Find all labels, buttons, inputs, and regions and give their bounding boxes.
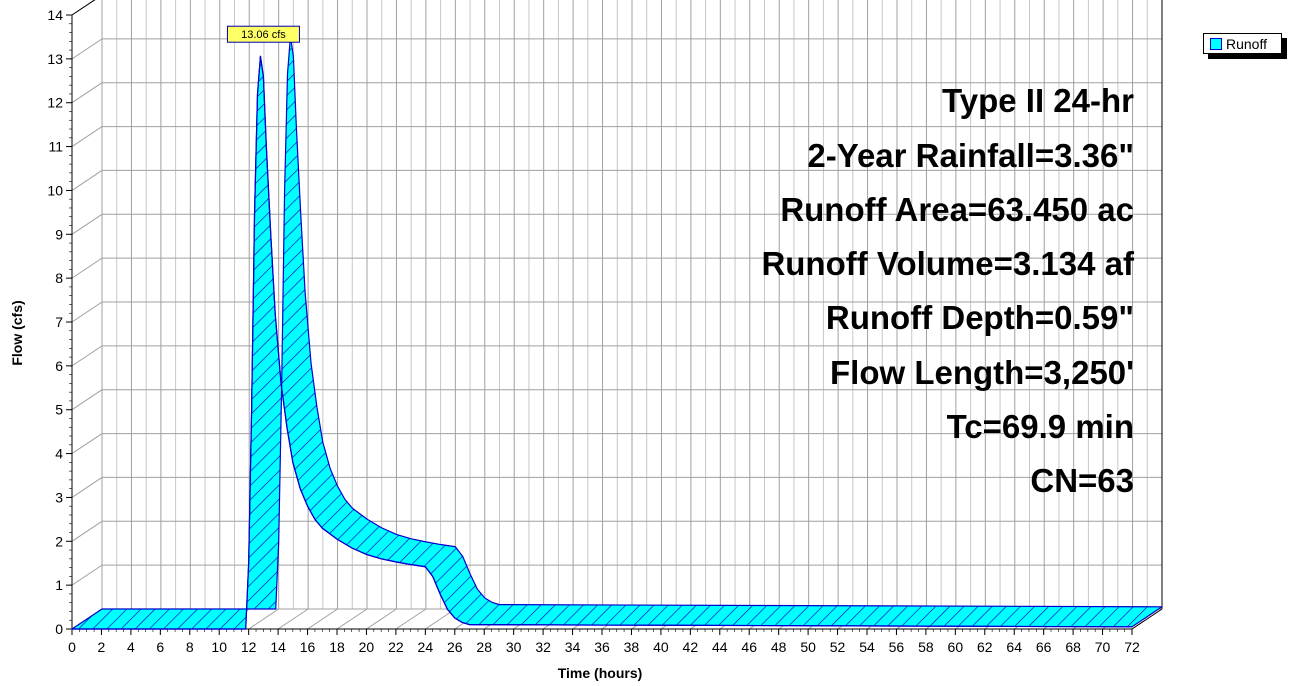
info-line: Runoff Area=63.450 ac — [780, 191, 1134, 228]
info-line: CN=63 — [1030, 462, 1134, 499]
x-tick-label: 56 — [889, 639, 905, 655]
x-tick-label: 10 — [211, 639, 227, 655]
info-line: Tc=69.9 min — [947, 408, 1134, 445]
floor-gridline — [336, 608, 368, 630]
side-gridline — [71, 257, 103, 279]
x-tick-label: 28 — [476, 639, 492, 655]
y-tick-label: 10 — [47, 182, 63, 198]
y-tick-label: 5 — [55, 402, 63, 418]
floor-gridline — [248, 608, 279, 630]
y-tick-label: 14 — [47, 7, 63, 23]
peak-annotation-box — [226, 25, 300, 43]
x-tick-label: 54 — [859, 639, 875, 655]
legend-box: Runoff — [1203, 33, 1282, 54]
y-tick-label: 9 — [55, 226, 63, 242]
side-gridline — [71, 82, 103, 104]
side-gridline — [71, 477, 103, 498]
side-gridline — [71, 345, 103, 367]
legend-label-runoff: Runoff — [1226, 35, 1267, 52]
side-gridline — [71, 213, 103, 235]
x-tick-label: 14 — [270, 639, 286, 655]
top-depth-line — [71, 0, 96, 16]
side-gridline — [71, 301, 103, 323]
floor-right-line — [1131, 608, 1163, 630]
y-tick-label: 6 — [55, 358, 63, 374]
legend-swatch-runoff — [1210, 37, 1222, 50]
axes — [66, 0, 1163, 635]
x-tick-label: 32 — [535, 639, 551, 655]
x-tick-label: 6 — [156, 639, 164, 655]
x-tick-label: 18 — [329, 639, 345, 655]
x-tick-label: 58 — [918, 639, 934, 655]
y-tick-label: 7 — [55, 314, 63, 330]
x-tick-label: 38 — [624, 639, 640, 655]
x-tick-label: 22 — [388, 639, 404, 655]
runoff-info-block: Type II 24-hr 2-Year Rainfall=3.36" Runo… — [761, 82, 1135, 499]
y-tick-label: 11 — [48, 139, 63, 155]
x-tick-label: 68 — [1065, 639, 1081, 655]
x-tick-label: 2 — [98, 639, 106, 655]
side-gridline — [71, 389, 103, 411]
info-line: Runoff Depth=0.59" — [826, 299, 1134, 336]
x-tick-label: 62 — [977, 639, 993, 655]
y-axis-title: Flow (cfs) — [9, 300, 25, 365]
peak-annotation: 13.06 cfs — [226, 25, 300, 43]
x-tick-label: 66 — [1036, 639, 1052, 655]
floor-gridline — [395, 608, 427, 630]
x-tick-label: 8 — [186, 639, 194, 655]
y-tick-label: 8 — [55, 270, 63, 286]
x-tick-label: 44 — [712, 639, 728, 655]
x-tick-label: 64 — [1006, 639, 1022, 655]
info-line: Flow Length=3,250' — [830, 354, 1134, 391]
y-tick-label: 1 — [55, 577, 63, 593]
peak-annotation-text: 13.06 cfs — [241, 29, 286, 41]
x-tick-label: 34 — [565, 639, 581, 655]
y-tick-label: 12 — [47, 95, 63, 111]
side-gridline — [71, 564, 103, 586]
side-gridline — [71, 520, 103, 542]
x-tick-label: 26 — [447, 639, 463, 655]
floor-gridline — [307, 608, 338, 630]
info-line: 2-Year Rainfall=3.36" — [807, 137, 1134, 174]
x-axis-title: Time (hours) — [558, 665, 643, 681]
info-line: Type II 24-hr — [942, 82, 1134, 119]
floor-gridline — [366, 608, 397, 630]
x-tick-label: 60 — [948, 639, 964, 655]
legend: Runoff — [1203, 33, 1289, 59]
tick-labels: 0 2 4 6 8 10 12 14 16 18 20 22 24 26 28 30 32 34 36 38 40 42 4… — [47, 7, 1140, 655]
y-tick-label: 0 — [55, 621, 63, 637]
x-tick-label: 4 — [127, 639, 135, 655]
info-line: Runoff Volume=3.134 af — [761, 245, 1135, 282]
x-tick-label: 40 — [653, 639, 669, 655]
y-tick-label: 13 — [47, 51, 63, 67]
side-gridline — [71, 0, 96, 16]
y-tick-label: 4 — [55, 446, 63, 462]
x-tick-label: 52 — [830, 639, 846, 655]
floor-gridline — [277, 608, 309, 630]
side-gridline — [71, 38, 103, 60]
x-tick-label: 72 — [1124, 639, 1140, 655]
runoff-line — [72, 56, 1133, 630]
series-runoff — [71, 35, 1163, 630]
x-tick-label: 36 — [594, 639, 610, 655]
side-gridline — [71, 126, 103, 147]
x-tick-label: 30 — [506, 639, 522, 655]
x-tick-label: 50 — [800, 639, 816, 655]
x-tick-label: 70 — [1095, 639, 1111, 655]
side-gridline — [71, 433, 103, 454]
y-tick-label: 3 — [55, 489, 63, 505]
x-tick-label: 42 — [683, 639, 699, 655]
side-gridline — [71, 170, 103, 191]
x-tick-label: 16 — [300, 639, 316, 655]
x-tick-label: 12 — [241, 639, 257, 655]
x-tick-label: 20 — [359, 639, 375, 655]
x-tick-label: 24 — [418, 639, 434, 655]
x-tick-label: 46 — [741, 639, 757, 655]
x-tick-label: 0 — [68, 639, 76, 655]
x-tick-label: 48 — [771, 639, 787, 655]
y-tick-label: 2 — [55, 533, 63, 549]
